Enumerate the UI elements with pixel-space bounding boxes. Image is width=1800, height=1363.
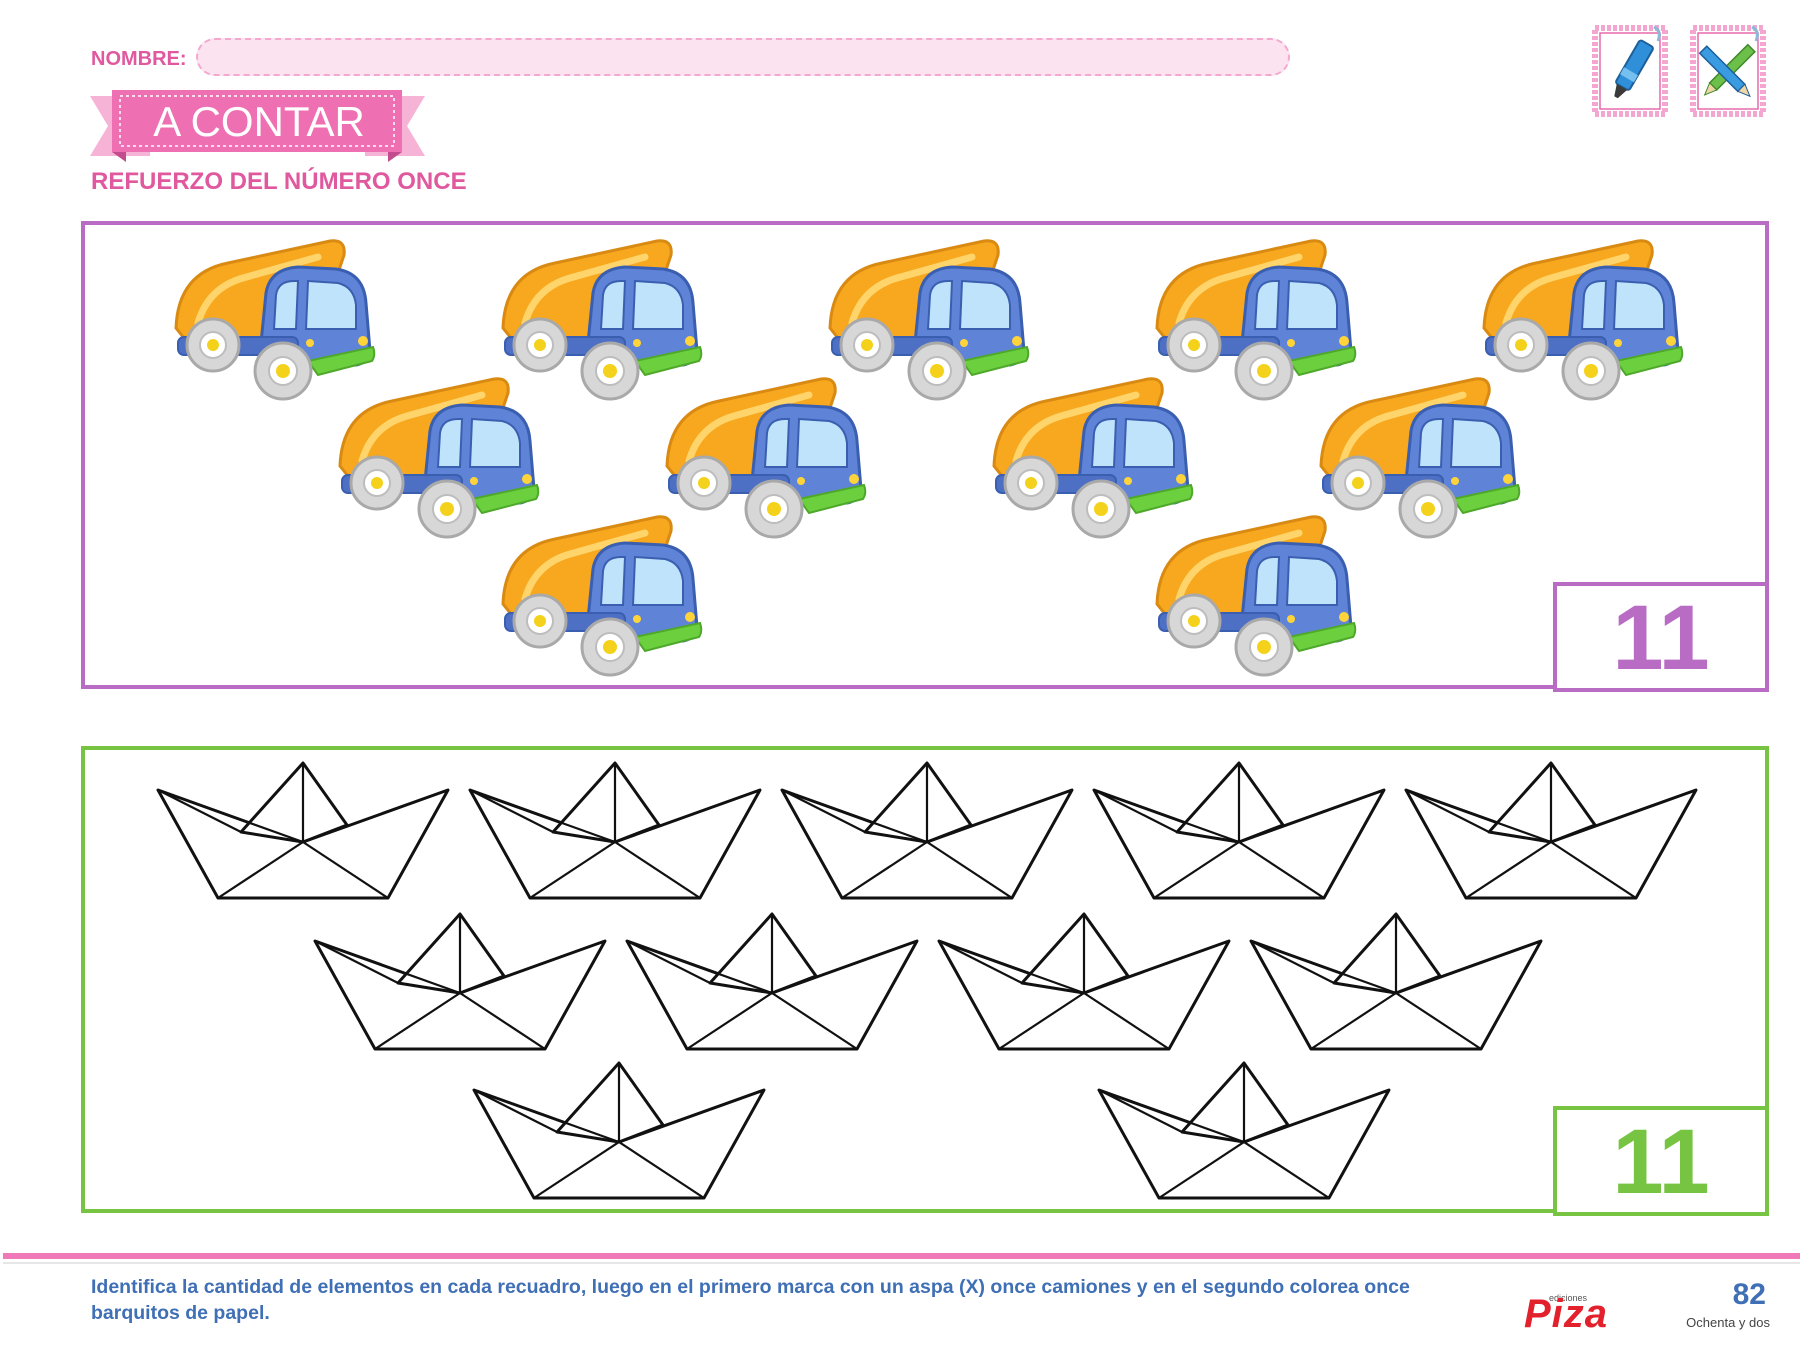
paper-boat-icon[interactable] <box>1403 759 1699 903</box>
paper-boat-icon[interactable] <box>936 910 1232 1054</box>
title-ribbon <box>90 90 425 162</box>
instructions-text: Identifica la cantidad de elementos en c… <box>91 1276 1410 1324</box>
footer-divider-shadow <box>3 1262 1800 1264</box>
pencils-icon <box>1690 25 1766 117</box>
boat-coloring-panel <box>81 746 1769 1213</box>
name-label: NOMBRE: <box>91 48 187 70</box>
marker-icon <box>1592 25 1668 117</box>
page-number: 82 <box>1732 1278 1766 1311</box>
paper-boat-icon[interactable] <box>312 910 608 1054</box>
paper-boat-icon[interactable] <box>1248 910 1544 1054</box>
paper-boat-icon[interactable] <box>624 910 920 1054</box>
page-subtitle: REFUERZO DEL NÚMERO ONCE <box>91 168 467 195</box>
publisher-logo: Piza <box>1524 1292 1609 1336</box>
dump-truck-icon[interactable] <box>495 509 705 679</box>
publisher-tagline: ediciones <box>1549 1293 1588 1303</box>
paper-boat-icon[interactable] <box>779 759 1075 903</box>
paper-boat-icon[interactable] <box>467 759 763 903</box>
page-title: A CONTAR <box>153 98 365 145</box>
dump-truck-icon[interactable] <box>1149 509 1359 679</box>
paper-boat-icon[interactable] <box>155 759 451 903</box>
truck-count-number: 11 <box>1553 582 1769 692</box>
paper-boat-icon[interactable] <box>471 1059 767 1203</box>
paper-boat-icon[interactable] <box>1091 759 1387 903</box>
footer-divider <box>3 1253 1800 1259</box>
boat-count-number: 11 <box>1553 1106 1769 1216</box>
paper-boat-icon[interactable] <box>1096 1059 1392 1203</box>
truck-counting-panel <box>81 221 1769 689</box>
page-number-words: Ochenta y dos <box>1686 1315 1770 1330</box>
name-input-field[interactable] <box>196 38 1290 76</box>
